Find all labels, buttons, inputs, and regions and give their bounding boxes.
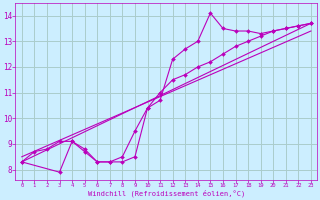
X-axis label: Windchill (Refroidissement éolien,°C): Windchill (Refroidissement éolien,°C) [88,190,245,197]
